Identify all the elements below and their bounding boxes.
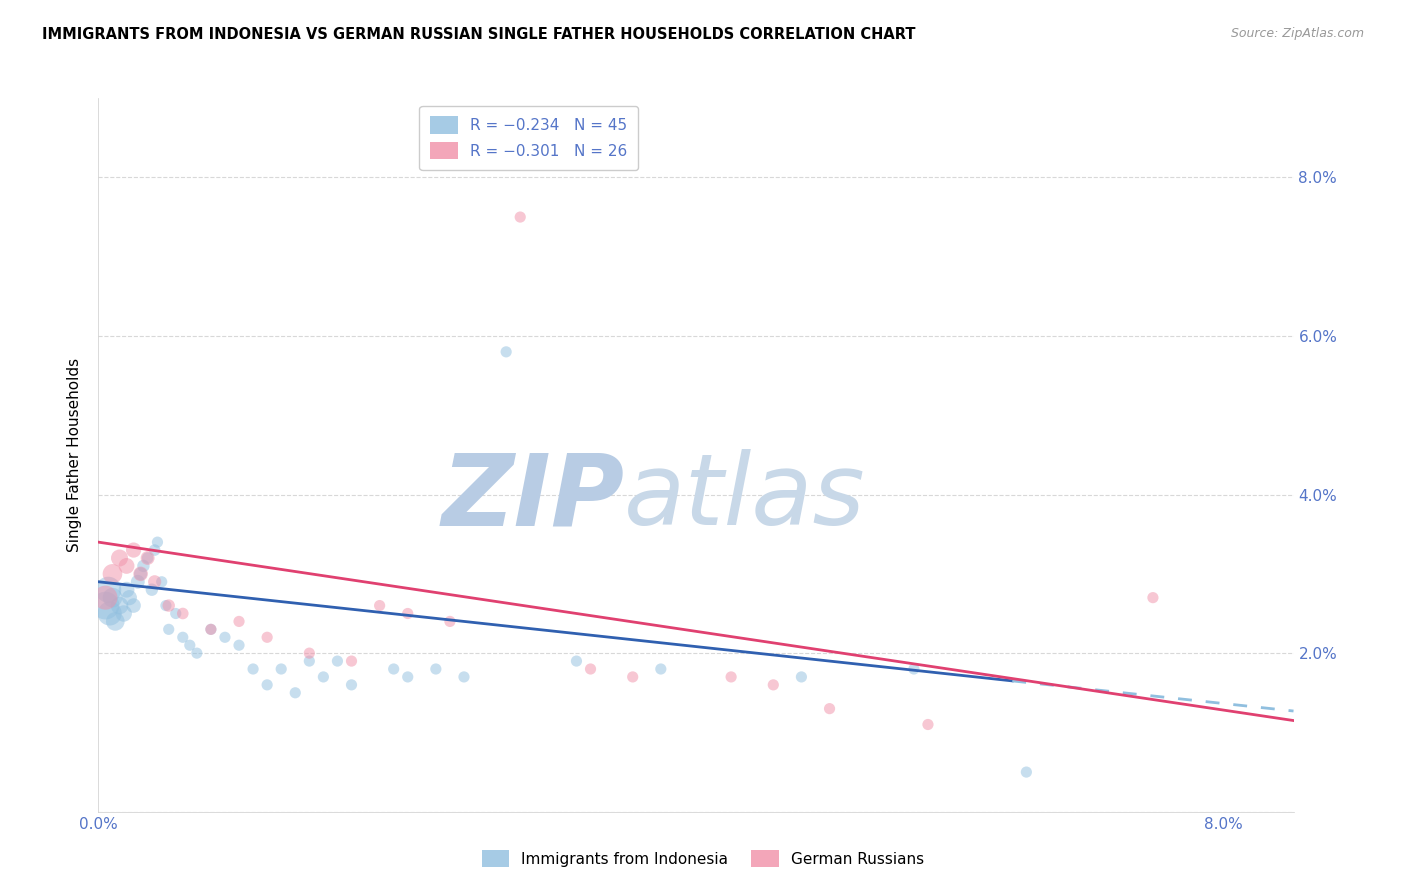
Point [101, 591, 124, 605]
Point [136, 551, 159, 566]
Point [172, 607, 194, 621]
Point [396, 607, 419, 621]
Text: IMMIGRANTS FROM INDONESIA VS GERMAN RUSSIAN SINGLE FATHER HOUSEHOLDS CORRELATION: IMMIGRANTS FROM INDONESIA VS GERMAN RUSS… [42, 27, 915, 42]
Point [1015, 765, 1038, 780]
Point [122, 543, 145, 558]
Point [101, 566, 124, 581]
Point [146, 535, 169, 549]
Point [186, 646, 208, 660]
Point [903, 662, 925, 676]
Point [425, 662, 447, 676]
Point [396, 670, 419, 684]
Point [157, 623, 180, 637]
Point [108, 599, 131, 613]
Text: atlas: atlas [624, 450, 866, 546]
Point [172, 630, 194, 644]
Point [129, 566, 152, 581]
Point [382, 662, 405, 676]
Point [621, 670, 644, 684]
Point [762, 678, 785, 692]
Point [98, 607, 121, 621]
Point [165, 607, 187, 621]
Point [256, 630, 278, 644]
Point [509, 210, 531, 224]
Point [129, 566, 152, 581]
Point [270, 662, 292, 676]
Point [214, 630, 236, 644]
Text: Source: ZipAtlas.com: Source: ZipAtlas.com [1230, 27, 1364, 40]
Point [127, 574, 149, 589]
Point [200, 623, 222, 637]
Point [228, 615, 250, 629]
Text: ZIP: ZIP [441, 450, 624, 546]
Point [298, 646, 321, 660]
Point [340, 654, 363, 668]
Point [284, 686, 307, 700]
Point [94, 591, 117, 605]
Point [122, 599, 145, 613]
Point [108, 551, 131, 566]
Point [136, 551, 159, 566]
Point [112, 607, 135, 621]
Point [256, 678, 278, 692]
Point [97, 582, 120, 597]
Point [143, 574, 166, 589]
Point [650, 662, 672, 676]
Point [495, 344, 517, 359]
Point [143, 543, 166, 558]
Point [917, 717, 939, 731]
Point [141, 582, 163, 597]
Point [453, 670, 475, 684]
Point [579, 662, 602, 676]
Point [132, 558, 155, 573]
Point [115, 582, 138, 597]
Point [104, 615, 127, 629]
Point [157, 599, 180, 613]
Point [368, 599, 391, 613]
Point [790, 670, 813, 684]
Point [228, 638, 250, 652]
Point [94, 599, 117, 613]
Point [818, 701, 841, 715]
Point [720, 670, 742, 684]
Point [118, 591, 141, 605]
Point [565, 654, 588, 668]
Y-axis label: Single Father Households: Single Father Households [67, 358, 83, 552]
Point [340, 678, 363, 692]
Point [242, 662, 264, 676]
Point [439, 615, 461, 629]
Point [179, 638, 201, 652]
Point [1142, 591, 1164, 605]
Point [150, 574, 173, 589]
Point [155, 599, 177, 613]
Legend: R = −0.234   N = 45, R = −0.301   N = 26: R = −0.234 N = 45, R = −0.301 N = 26 [419, 106, 638, 170]
Point [298, 654, 321, 668]
Point [115, 558, 138, 573]
Point [312, 670, 335, 684]
Point [326, 654, 349, 668]
Legend: Immigrants from Indonesia, German Russians: Immigrants from Indonesia, German Russia… [475, 844, 931, 873]
Point [200, 623, 222, 637]
